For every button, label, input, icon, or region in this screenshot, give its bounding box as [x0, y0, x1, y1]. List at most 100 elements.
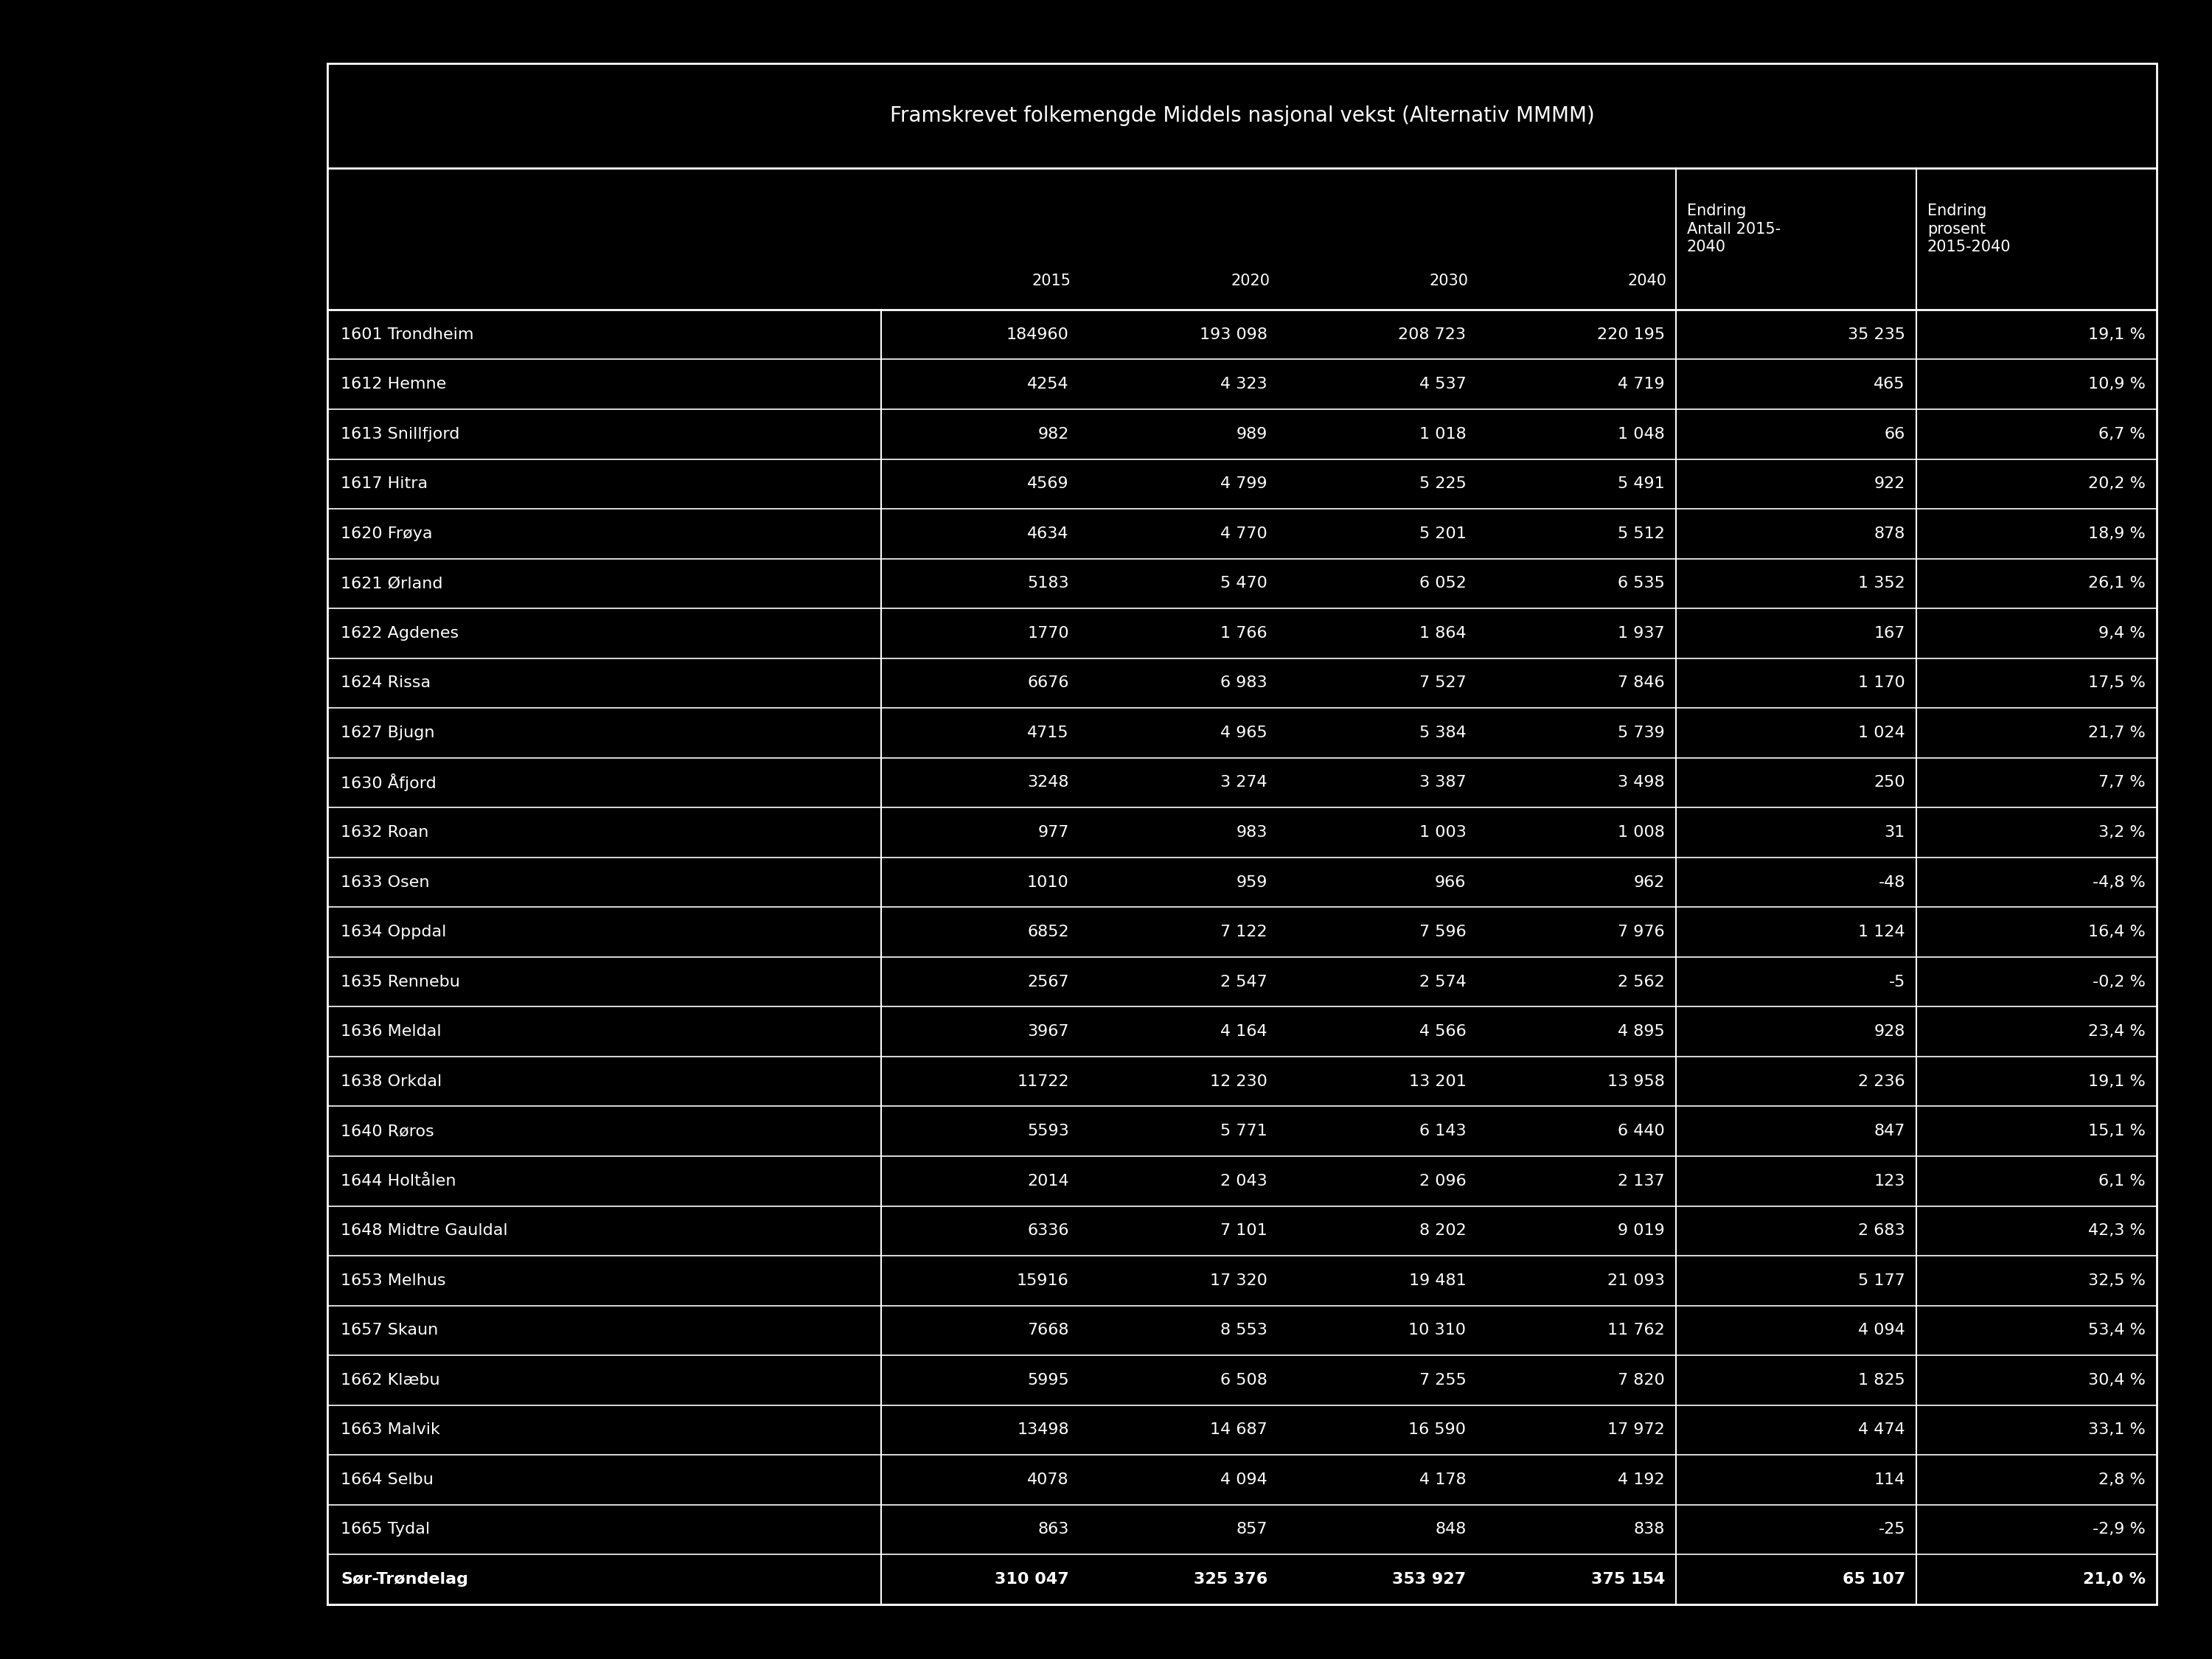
- Text: 2 043: 2 043: [1221, 1173, 1267, 1188]
- Text: 9,4 %: 9,4 %: [2099, 625, 2146, 640]
- Text: 4 094: 4 094: [1858, 1322, 1905, 1337]
- Text: 20,2 %: 20,2 %: [2088, 476, 2146, 491]
- Text: 977: 977: [1037, 825, 1068, 839]
- Text: 53,4 %: 53,4 %: [2088, 1322, 2146, 1337]
- Text: 1620 Frøya: 1620 Frøya: [341, 526, 434, 541]
- Text: 4 164: 4 164: [1221, 1024, 1267, 1039]
- Text: 1 008: 1 008: [1617, 825, 1666, 839]
- Text: 3 498: 3 498: [1617, 775, 1666, 790]
- Text: 6676: 6676: [1026, 675, 1068, 690]
- Text: 982: 982: [1037, 426, 1068, 441]
- Text: 7 527: 7 527: [1420, 675, 1467, 690]
- Text: 2 547: 2 547: [1221, 974, 1267, 989]
- Text: 4569: 4569: [1026, 476, 1068, 491]
- Text: 6 983: 6 983: [1221, 675, 1267, 690]
- Text: 42,3 %: 42,3 %: [2088, 1223, 2146, 1238]
- Text: 13 201: 13 201: [1409, 1073, 1467, 1088]
- Text: 7 976: 7 976: [1617, 924, 1666, 939]
- Text: 7,7 %: 7,7 %: [2099, 775, 2146, 790]
- Text: 30,4 %: 30,4 %: [2088, 1372, 2146, 1387]
- Text: 4 323: 4 323: [1221, 377, 1267, 392]
- Text: 959: 959: [1237, 874, 1267, 889]
- Text: 19,1 %: 19,1 %: [2088, 327, 2146, 342]
- Text: Endring
Antall 2015-
2040: Endring Antall 2015- 2040: [1688, 204, 1781, 254]
- Text: 19 481: 19 481: [1409, 1272, 1467, 1287]
- Text: 7 596: 7 596: [1420, 924, 1467, 939]
- Text: 962: 962: [1632, 874, 1666, 889]
- Text: 7 122: 7 122: [1221, 924, 1267, 939]
- Text: -25: -25: [1878, 1523, 1905, 1536]
- Text: 4 895: 4 895: [1617, 1024, 1666, 1039]
- Text: 35 235: 35 235: [1847, 327, 1905, 342]
- Text: 1617 Hitra: 1617 Hitra: [341, 476, 427, 491]
- Text: 6,7 %: 6,7 %: [2099, 426, 2146, 441]
- Text: 31: 31: [1885, 825, 1905, 839]
- Text: 6,1 %: 6,1 %: [2099, 1173, 2146, 1188]
- Text: 5 771: 5 771: [1221, 1123, 1267, 1138]
- Text: 353 927: 353 927: [1391, 1573, 1467, 1586]
- Text: 1633 Osen: 1633 Osen: [341, 874, 429, 889]
- Text: 5 201: 5 201: [1420, 526, 1467, 541]
- Text: 1 864: 1 864: [1420, 625, 1467, 640]
- Text: 7 101: 7 101: [1221, 1223, 1267, 1238]
- Text: 1613 Snillfjord: 1613 Snillfjord: [341, 426, 460, 441]
- Text: 208 723: 208 723: [1398, 327, 1467, 342]
- Text: 6 052: 6 052: [1420, 576, 1467, 591]
- Text: 2 137: 2 137: [1617, 1173, 1666, 1188]
- Text: 1601 Trondheim: 1601 Trondheim: [341, 327, 473, 342]
- Text: 3 274: 3 274: [1221, 775, 1267, 790]
- Text: 193 098: 193 098: [1199, 327, 1267, 342]
- Text: 863: 863: [1037, 1523, 1068, 1536]
- Text: 1 048: 1 048: [1617, 426, 1666, 441]
- Text: 1640 Røros: 1640 Røros: [341, 1123, 434, 1138]
- Text: 1653 Melhus: 1653 Melhus: [341, 1272, 447, 1287]
- Text: 1 018: 1 018: [1420, 426, 1467, 441]
- Text: 1663 Malvik: 1663 Malvik: [341, 1423, 440, 1437]
- Text: 4 799: 4 799: [1221, 476, 1267, 491]
- Text: 5 512: 5 512: [1617, 526, 1666, 541]
- Text: 848: 848: [1436, 1523, 1467, 1536]
- Text: 1 003: 1 003: [1420, 825, 1467, 839]
- Bar: [327, 63, 2157, 1604]
- Text: 250: 250: [1874, 775, 1905, 790]
- Text: 4 178: 4 178: [1420, 1473, 1467, 1486]
- Text: 4078: 4078: [1026, 1473, 1068, 1486]
- Text: 12 230: 12 230: [1210, 1073, 1267, 1088]
- Text: 13498: 13498: [1018, 1423, 1068, 1437]
- Text: 375 154: 375 154: [1590, 1573, 1666, 1586]
- Text: 2030: 2030: [1429, 274, 1469, 289]
- Text: 5 225: 5 225: [1420, 476, 1467, 491]
- Text: 983: 983: [1237, 825, 1267, 839]
- Text: 1644 Holtålen: 1644 Holtålen: [341, 1173, 456, 1188]
- Text: 65 107: 65 107: [1843, 1573, 1905, 1586]
- Text: 928: 928: [1874, 1024, 1905, 1039]
- Text: 966: 966: [1436, 874, 1467, 889]
- Text: 1627 Bjugn: 1627 Bjugn: [341, 725, 434, 740]
- Text: 167: 167: [1874, 625, 1905, 640]
- Text: 838: 838: [1632, 1523, 1666, 1536]
- Text: 7668: 7668: [1026, 1322, 1068, 1337]
- Text: 325 376: 325 376: [1194, 1573, 1267, 1586]
- Text: 847: 847: [1874, 1123, 1905, 1138]
- Text: 2014: 2014: [1026, 1173, 1068, 1188]
- Text: 1632 Roan: 1632 Roan: [341, 825, 429, 839]
- Text: 5183: 5183: [1026, 576, 1068, 591]
- Text: 26,1 %: 26,1 %: [2088, 576, 2146, 591]
- Text: 989: 989: [1237, 426, 1267, 441]
- Text: Sør-Trøndelag: Sør-Trøndelag: [341, 1573, 469, 1586]
- Text: 11722: 11722: [1018, 1073, 1068, 1088]
- Text: 6 508: 6 508: [1221, 1372, 1267, 1387]
- Text: 16,4 %: 16,4 %: [2088, 924, 2146, 939]
- Text: 1 170: 1 170: [1858, 675, 1905, 690]
- Text: 1 352: 1 352: [1858, 576, 1905, 591]
- Text: 21 093: 21 093: [1608, 1272, 1666, 1287]
- Text: 17,5 %: 17,5 %: [2088, 675, 2146, 690]
- Text: 1770: 1770: [1026, 625, 1068, 640]
- Text: 6 440: 6 440: [1617, 1123, 1666, 1138]
- Text: 4 566: 4 566: [1420, 1024, 1467, 1039]
- Text: 6336: 6336: [1026, 1223, 1068, 1238]
- Text: 7 820: 7 820: [1617, 1372, 1666, 1387]
- Text: 1010: 1010: [1026, 874, 1068, 889]
- Text: 4 094: 4 094: [1221, 1473, 1267, 1486]
- Text: 8 553: 8 553: [1221, 1322, 1267, 1337]
